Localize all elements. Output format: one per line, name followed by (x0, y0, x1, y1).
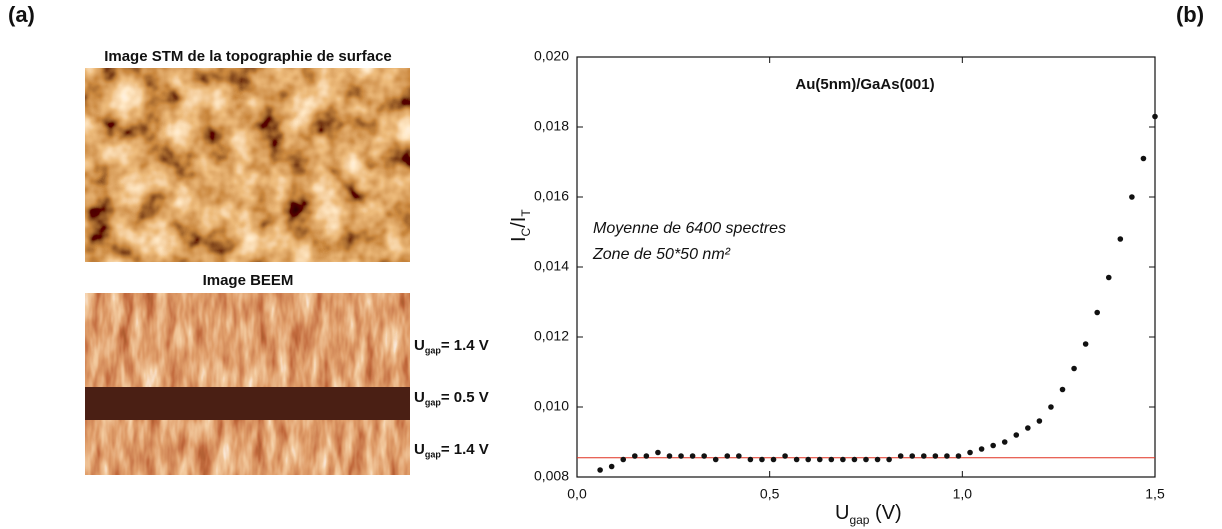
data-point (897, 453, 904, 459)
ugap-label: Ugap= 1.4 V (414, 441, 489, 460)
data-point (1013, 432, 1020, 438)
data-point (909, 453, 916, 459)
data-point (770, 456, 777, 463)
subscript: gap (425, 346, 442, 356)
data-point (932, 453, 939, 459)
label-part: U (414, 389, 425, 406)
data-point (874, 456, 881, 463)
label-part: U (835, 502, 849, 524)
x-tick-label: 1,0 (953, 486, 973, 502)
data-point (1071, 365, 1077, 372)
data-point (828, 456, 835, 463)
data-point (1140, 155, 1147, 162)
data-point (701, 453, 707, 459)
data-point (655, 449, 661, 456)
chart-title: Au(5nm)/GaAs(001) (795, 76, 934, 93)
data-point (1117, 236, 1124, 242)
data-point (1001, 439, 1008, 445)
stm-image (85, 68, 410, 262)
panel-label: (a) (8, 2, 35, 27)
data-point (1082, 341, 1089, 347)
data-point (1094, 309, 1100, 316)
subscript: gap (425, 398, 442, 408)
x-tick-label: 1,5 (1145, 486, 1165, 502)
label-part: = 1.4 V (441, 337, 489, 354)
data-point (863, 456, 869, 463)
x-tick-label: 0,5 (760, 486, 780, 502)
y-tick-label: 0,010 (534, 398, 569, 414)
data-point (597, 467, 603, 473)
x-axis-label: Ugap (V) (835, 502, 902, 527)
data-point (1036, 418, 1043, 424)
data-point (1129, 194, 1135, 200)
data-point (816, 456, 823, 463)
data-point (1105, 274, 1112, 281)
data-point (632, 453, 638, 459)
data-point (643, 453, 650, 459)
data-point (990, 442, 996, 449)
annotation: Moyenne de 6400 spectres (593, 220, 786, 237)
data-point (678, 453, 684, 459)
subscript: gap (849, 513, 869, 527)
data-point (921, 453, 927, 459)
ugap-label: Ugap= 1.4 V (414, 337, 489, 356)
data-point (608, 463, 615, 470)
data-point (1152, 113, 1158, 120)
data-point (967, 449, 973, 456)
subscript: T (519, 209, 533, 217)
data-point (886, 456, 892, 463)
data-point (1048, 404, 1054, 410)
chart: (b) 0,008 0,010 0,012 0,014 0,016 0,018 0,020 0,… (508, 2, 1204, 527)
label-part: U (414, 337, 425, 354)
data-point (793, 456, 800, 463)
panel-label: (b) (1176, 2, 1204, 27)
x-tick-label: 0,0 (567, 486, 587, 502)
y-tick-label: 0,014 (534, 258, 569, 274)
data-point (840, 456, 846, 463)
data-point (759, 456, 765, 463)
data-point (724, 453, 731, 459)
data-point (689, 453, 696, 459)
label-part: U (414, 441, 425, 458)
y-tick-label: 0,020 (534, 48, 569, 64)
image-title: Image STM de la topographie de surface (104, 48, 392, 65)
label-part: = 0.5 V (441, 389, 489, 406)
data-point (944, 453, 950, 459)
label-part: (V) (869, 502, 901, 524)
data-point (1025, 425, 1031, 431)
y-tick-label: 0,008 (534, 468, 569, 484)
image-title: Image BEEM (203, 272, 294, 289)
data-point (1059, 386, 1066, 393)
y-axis-label: IC/IT (508, 209, 533, 242)
data-point (736, 453, 742, 459)
beem-image (85, 293, 410, 475)
ugap-label: Ugap= 0.5 V (414, 389, 489, 408)
data-point (851, 456, 858, 463)
label-part: /I (508, 217, 530, 228)
subscript: C (519, 227, 533, 236)
beem-band (85, 387, 410, 420)
data-point (978, 446, 985, 452)
data-point (620, 456, 627, 463)
y-tick-label: 0,012 (534, 328, 569, 344)
data-point (747, 456, 754, 463)
annotation: Zone de 50*50 nm² (592, 246, 731, 263)
label-part: = 1.4 V (441, 441, 489, 458)
data-point (782, 453, 788, 459)
data-point (712, 456, 719, 463)
y-tick-label: 0,016 (534, 188, 569, 204)
subscript: gap (425, 450, 442, 460)
label-part: I (508, 236, 530, 242)
y-tick-label: 0,018 (534, 118, 569, 134)
data-point (805, 456, 811, 463)
data-point (955, 453, 962, 459)
data-point (666, 453, 673, 459)
plot-frame (576, 56, 1156, 478)
